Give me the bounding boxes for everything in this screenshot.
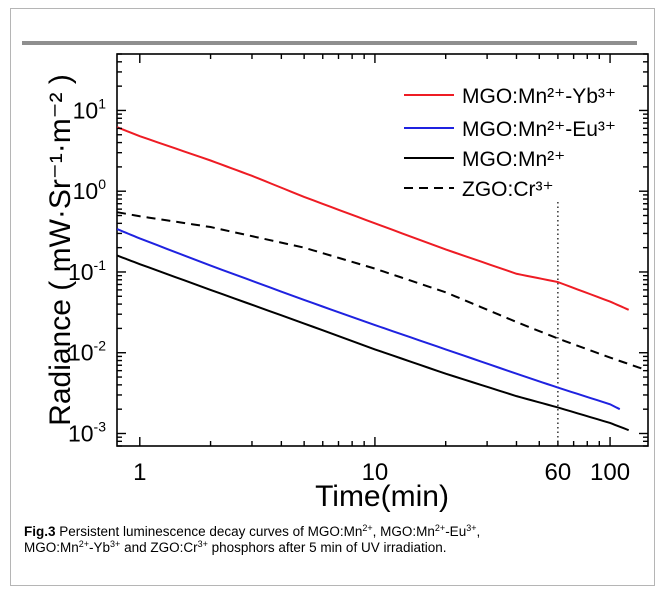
caption-superscript: 3+ xyxy=(110,539,121,549)
x-tick-label: 10 xyxy=(362,459,389,486)
y-tick-base: 10 xyxy=(68,340,94,366)
series-line-3 xyxy=(117,211,648,372)
y-tick-label: 10-1 xyxy=(68,257,106,285)
series-line-1 xyxy=(117,228,621,411)
caption-fragment: Persistent luminescence decay curves of … xyxy=(55,524,363,539)
x-axis-label: Time(min) xyxy=(315,480,449,513)
legend-label-2: MGO:Mn²⁺ xyxy=(462,148,565,171)
caption-fragment: , xyxy=(476,524,481,539)
x-tick-label: 1 xyxy=(133,459,146,486)
caption-superscript: 2+ xyxy=(78,539,90,549)
y-tick-exponent: -1 xyxy=(94,257,107,273)
series-line-0 xyxy=(117,126,630,311)
caption-fragment: -Eu xyxy=(445,524,467,539)
y-tick-exponent: 1 xyxy=(98,95,106,111)
figure-label: Fig.3 xyxy=(24,524,56,539)
y-tick-label: 10-3 xyxy=(68,418,106,446)
caption-fragment: -Yb xyxy=(89,540,111,555)
header-rule xyxy=(22,41,637,45)
y-axis-label: Radiance ( mW·Sr⁻¹·m⁻² ) xyxy=(44,74,77,426)
caption-fragment: phosphors after 5 min of UV irradiation. xyxy=(207,540,447,555)
legend: MGO:Mn²⁺-Yb³⁺ MGO:Mn²⁺-Eu³⁺ MGO:Mn²⁺ ZGO:Cr… xyxy=(404,85,616,201)
figure-caption: Fig.3 Persistent luminescence decay curv… xyxy=(24,524,654,556)
plot-area xyxy=(116,53,649,447)
y-tick-label: 101 xyxy=(73,95,107,123)
legend-label-3: ZGO:Cr³⁺ xyxy=(462,178,554,201)
y-tick-exponent: -2 xyxy=(94,338,107,354)
series-line-2 xyxy=(117,254,630,432)
caption-superscript: 2+ xyxy=(434,523,446,533)
x-tick-label: 100 xyxy=(590,459,630,486)
caption-fragment: and ZGO:Cr xyxy=(120,540,198,555)
caption-fragment: , MGO:Mn xyxy=(372,524,435,539)
y-tick-exponent: -3 xyxy=(94,418,107,434)
y-tick-base: 10 xyxy=(68,420,94,446)
legend-label-0: MGO:Mn²⁺-Yb³⁺ xyxy=(462,85,616,108)
caption-text: Persistent luminescence decay curves of … xyxy=(24,523,481,556)
caption-superscript: 3+ xyxy=(197,539,208,549)
figure-frame xyxy=(10,8,655,586)
y-tick-base: 10 xyxy=(68,259,94,285)
legend-label-1: MGO:Mn²⁺-Eu³⁺ xyxy=(462,118,616,141)
y-tick-label: 100 xyxy=(73,176,107,204)
x-tick-label: 60 xyxy=(545,459,572,486)
y-tick-label: 10-2 xyxy=(68,338,106,366)
caption-fragment: MGO:Mn xyxy=(24,540,79,555)
y-tick-base: 10 xyxy=(73,178,99,204)
caption-superscript: 3+ xyxy=(466,523,477,533)
y-tick-base: 10 xyxy=(73,97,99,123)
y-tick-exponent: 0 xyxy=(98,176,106,192)
caption-superscript: 2+ xyxy=(362,523,373,533)
